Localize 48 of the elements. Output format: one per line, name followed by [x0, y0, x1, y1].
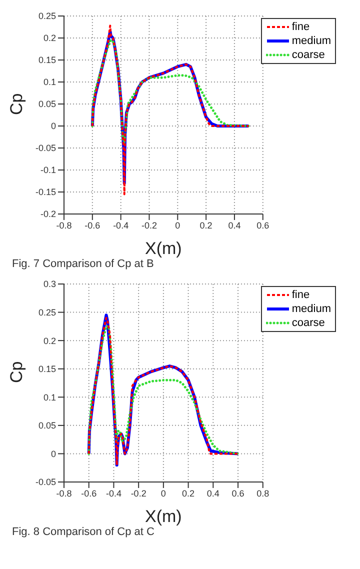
y-tick-label: 0.25	[38, 307, 56, 318]
y-tick-label: 0.3	[43, 279, 56, 290]
y-tick-label: 0.1	[43, 392, 56, 402]
y-tick-label: 0.2	[43, 336, 56, 346]
y-tick-label: -0.2	[40, 209, 56, 220]
x-tick-label: 0	[160, 488, 166, 498]
x-tick-label: 0.4	[228, 220, 241, 230]
y-tick-label: 0.25	[38, 11, 56, 22]
x-tick-label: -0.8	[56, 488, 72, 498]
legend-label: fine	[292, 20, 310, 34]
x-tick-label: 0.2	[182, 488, 195, 498]
legend-label: coarse	[292, 316, 325, 330]
x-tick-label: -0.4	[106, 488, 122, 498]
x-tick-label: 0.6	[256, 220, 270, 230]
x-tick-label: 0	[175, 220, 180, 230]
x-tick-label: 0.2	[200, 220, 212, 230]
y-tick-label: 0.05	[38, 99, 56, 110]
y-tick-label: 0	[50, 121, 56, 132]
legend-label: fine	[292, 288, 310, 302]
y-tick-label: -0.1	[40, 165, 56, 176]
x-axis-title: X(m)	[145, 507, 182, 526]
x-tick-label: -0.2	[130, 488, 146, 498]
y-axis-title: Cp	[7, 93, 26, 115]
y-tick-label: 0.15	[38, 364, 56, 374]
legend-label: coarse	[292, 48, 325, 62]
caption: Fig. 8 Comparison of Cp at C	[11, 526, 156, 538]
line-series	[91, 38, 250, 145]
x-tick-label: -0.4	[113, 220, 129, 230]
y-tick-label: 0	[50, 448, 56, 459]
legend-label: medium	[292, 34, 331, 48]
x-axis-title: X(m)	[145, 239, 182, 258]
x-tick-label: 0.8	[256, 488, 270, 498]
y-tick-label: -0.05	[35, 143, 56, 154]
x-tick-label: -0.6	[84, 220, 100, 230]
y-tick-label: 0.2	[43, 33, 56, 44]
y-tick-label: 0.15	[38, 55, 56, 66]
x-tick-label: 0.6	[232, 488, 244, 498]
y-tick-label: -0.15	[35, 187, 56, 198]
caption: Fig. 7 Comparison of Cp at B	[11, 258, 155, 270]
y-tick-label: 0.1	[43, 77, 56, 88]
x-tick-label: 0.4	[206, 488, 220, 498]
legend-label: medium	[292, 302, 331, 316]
y-axis-title: Cp	[7, 361, 26, 383]
x-tick-label: -0.8	[56, 220, 72, 230]
y-tick-label: 0.05	[38, 420, 56, 431]
x-tick-label: -0.6	[81, 488, 97, 498]
y-tick-label: -0.05	[35, 477, 56, 488]
x-tick-label: -0.2	[141, 220, 157, 230]
